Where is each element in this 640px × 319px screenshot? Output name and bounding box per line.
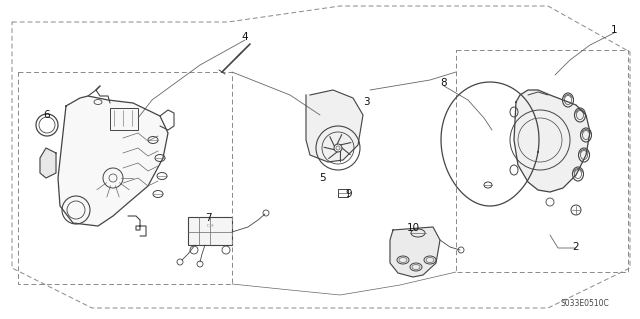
Text: S033E0510C: S033E0510C	[560, 299, 609, 308]
Text: 2: 2	[573, 242, 579, 252]
Polygon shape	[514, 90, 590, 192]
Text: 8: 8	[441, 78, 447, 88]
Polygon shape	[306, 90, 363, 162]
Text: 7: 7	[205, 213, 211, 223]
Bar	[110, 108, 138, 130]
Text: 10: 10	[406, 223, 420, 233]
Polygon shape	[40, 148, 56, 178]
Text: 5: 5	[319, 173, 325, 183]
Text: 1: 1	[611, 25, 618, 35]
Text: 9: 9	[346, 189, 352, 199]
Polygon shape	[58, 96, 168, 226]
Bar	[338, 189, 348, 197]
Text: ICM: ICM	[206, 224, 214, 228]
Text: 4: 4	[242, 32, 248, 42]
Text: 6: 6	[44, 110, 51, 120]
Bar	[188, 217, 232, 245]
Text: 3: 3	[363, 97, 369, 107]
Polygon shape	[390, 227, 440, 277]
